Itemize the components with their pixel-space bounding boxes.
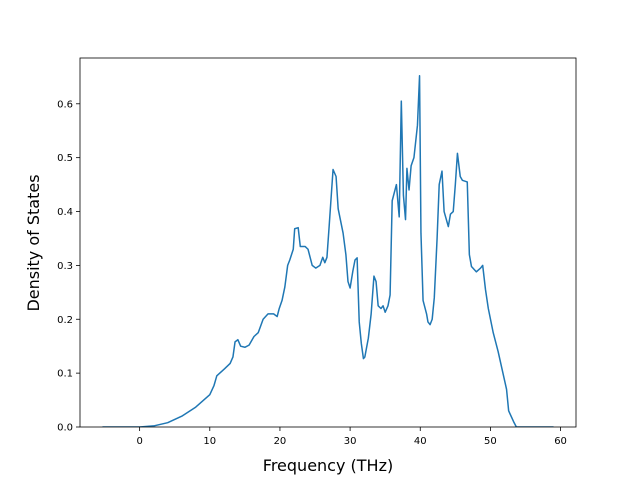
- x-axis-label: Frequency (THz): [263, 456, 393, 475]
- plot-frame: [79, 57, 577, 428]
- y-tick-label: 0.3: [57, 261, 73, 272]
- x-tick-label: 10: [203, 436, 216, 447]
- x-tick-label: 30: [344, 436, 357, 447]
- y-tick-label: 0.6: [57, 99, 73, 110]
- y-tick-label: 0.1: [57, 369, 73, 380]
- x-tick-label: 20: [274, 436, 287, 447]
- x-tick-label: 40: [414, 436, 427, 447]
- x-tick-label: 0: [136, 436, 142, 447]
- y-tick-label: 0.5: [57, 153, 73, 164]
- x-tick-label: 50: [484, 436, 497, 447]
- y-tick-label: 0.2: [57, 315, 73, 326]
- y-tick-label: 0.0: [57, 423, 73, 434]
- data-line: [102, 75, 554, 427]
- y-axis-label: Density of States: [24, 174, 43, 311]
- y-tick-label: 0.4: [57, 207, 73, 218]
- x-tick-label: 60: [554, 436, 567, 447]
